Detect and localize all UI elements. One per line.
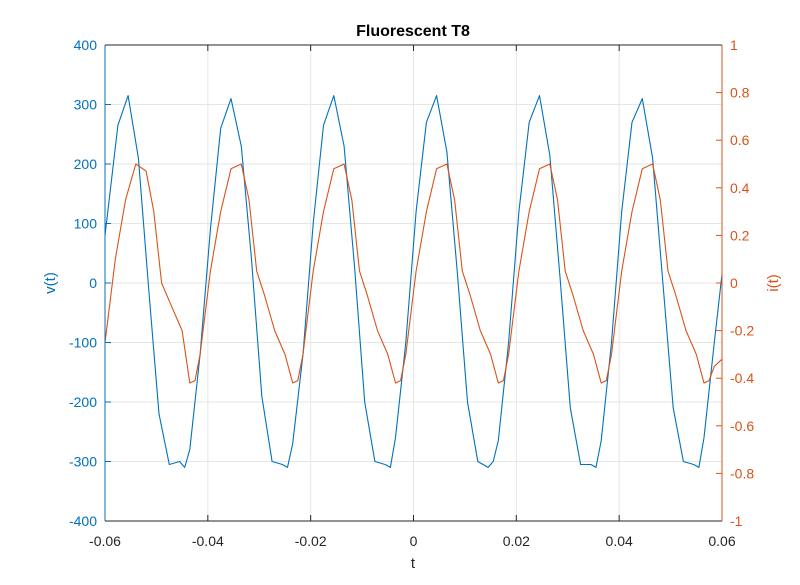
right-y-tick-label: 0.6 <box>730 132 750 148</box>
x-tick-label: -0.02 <box>295 533 327 549</box>
chart-title: Fluorescent T8 <box>356 23 470 40</box>
right-y-tick-label: -0.6 <box>730 418 754 434</box>
left-y-tick-label: -400 <box>69 513 97 529</box>
x-tick-label: -0.04 <box>192 533 224 549</box>
right-y-tick-label: -0.4 <box>730 370 754 386</box>
right-y-tick-label: 0.8 <box>730 85 750 101</box>
left-y-axis-label: v(t) <box>42 272 59 294</box>
right-y-tick-label: 0.4 <box>730 180 750 196</box>
right-y-tick-label: 0 <box>730 275 738 291</box>
x-tick-label: -0.06 <box>89 533 121 549</box>
right-y-tick-label: 1 <box>730 37 738 53</box>
right-y-tick-label: -1 <box>730 513 743 529</box>
left-y-tick-labels: 400 300 200 100 0 -100 -200 -300 -400 <box>69 37 97 529</box>
x-tick-label: 0.06 <box>708 533 735 549</box>
left-y-tick-label: -300 <box>69 454 97 470</box>
right-y-tick-label: 0.2 <box>730 227 750 243</box>
x-tick-labels: -0.06 -0.04 -0.02 0 0.02 0.04 0.06 <box>89 533 736 549</box>
axes <box>104 44 723 522</box>
x-axis-label: t <box>411 555 416 572</box>
left-y-tick-label: -100 <box>69 335 97 351</box>
series-layer <box>104 95 723 468</box>
right-y-tick-label: -0.2 <box>730 323 754 339</box>
x-tick-label: 0 <box>410 533 418 549</box>
right-y-axis-label: i(t) <box>765 274 782 292</box>
left-y-tick-label: 0 <box>89 275 97 291</box>
left-y-tick-label: 100 <box>74 216 98 232</box>
current-series-line <box>104 163 723 384</box>
x-tick-label: 0.04 <box>606 533 633 549</box>
left-y-tick-label: -200 <box>69 394 97 410</box>
left-y-tick-label: 400 <box>74 37 98 53</box>
x-tick-label: 0.02 <box>503 533 530 549</box>
right-y-tick-label: -0.8 <box>730 465 754 481</box>
voltage-series-line <box>104 95 723 468</box>
left-y-tick-label: 300 <box>74 97 98 113</box>
right-y-tick-labels: 1 0.8 0.6 0.4 0.2 0 -0.2 -0.4 -0.6 -0.8 -1 <box>730 37 754 529</box>
left-y-tick-label: 200 <box>74 156 98 172</box>
